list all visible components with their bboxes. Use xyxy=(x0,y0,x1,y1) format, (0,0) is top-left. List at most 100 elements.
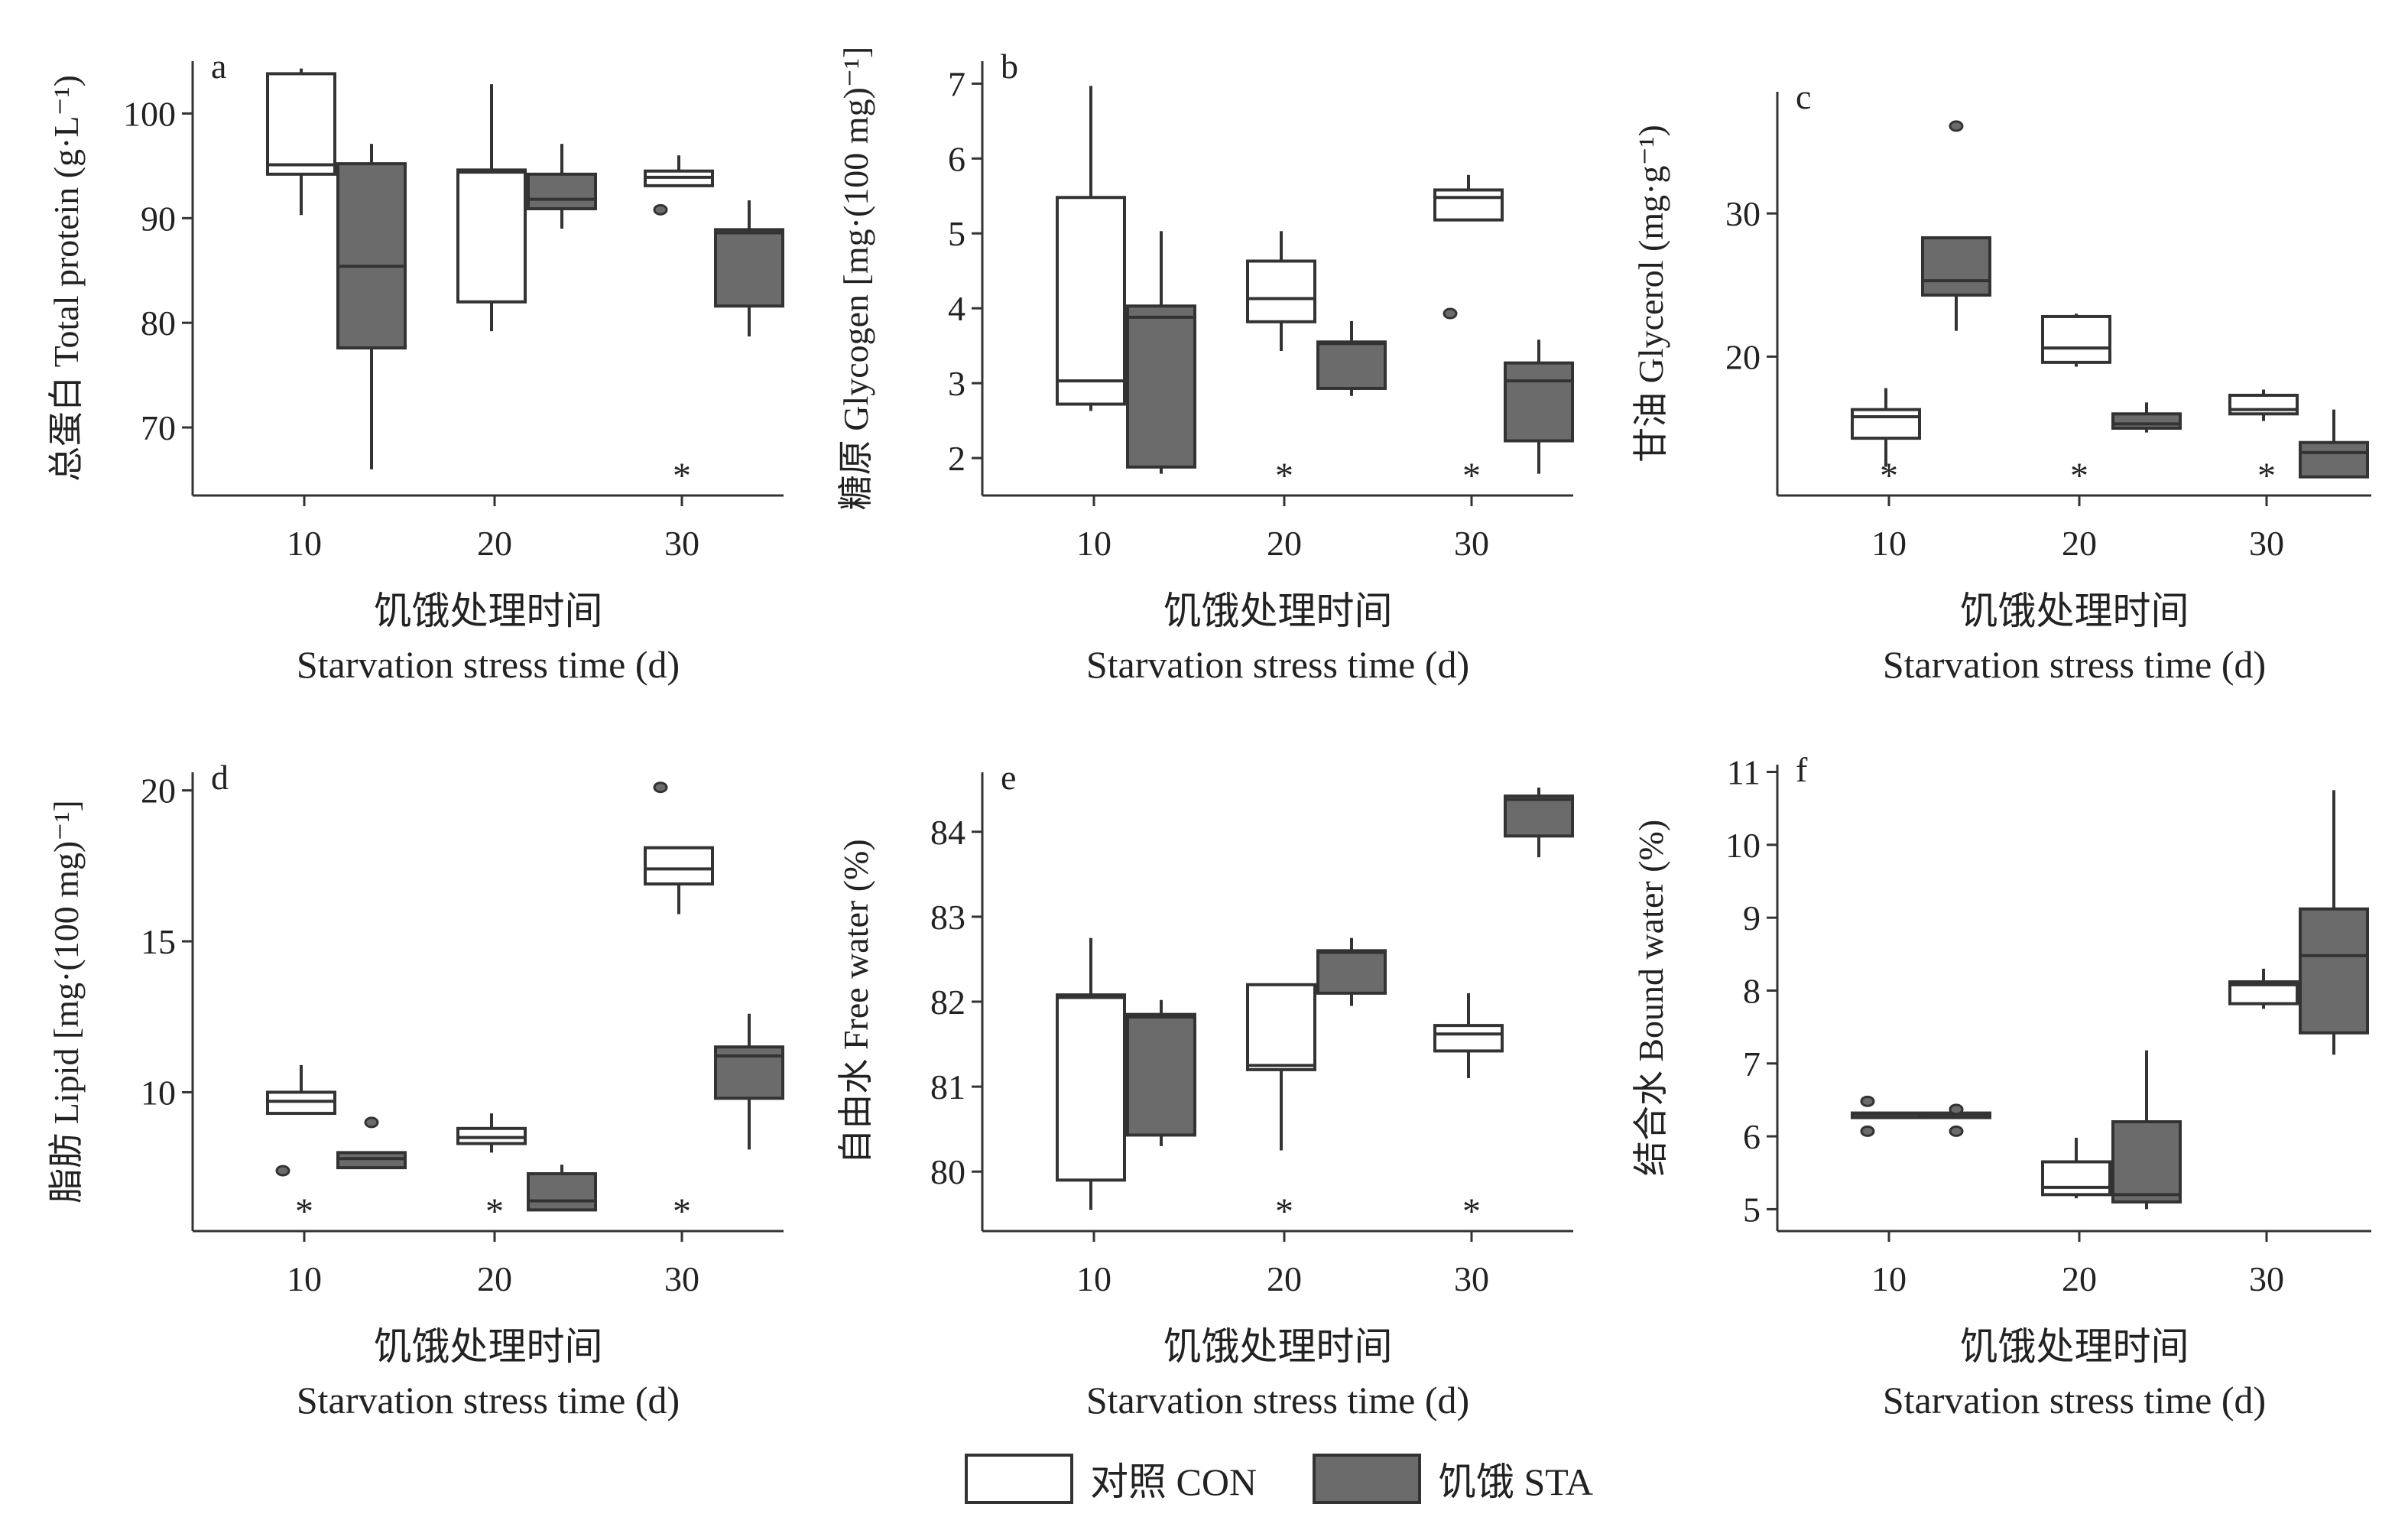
x-tick-label: 10 xyxy=(1076,524,1112,563)
sta-box-20 xyxy=(1316,320,1387,396)
x-tick-label: 30 xyxy=(2249,1259,2284,1298)
y-tick-label: 6 xyxy=(948,139,965,178)
legend: 对照 CON 饥饿 STA xyxy=(965,1448,1622,1509)
legend-label-con: 对照 CON xyxy=(1090,1460,1258,1503)
con-box-10 xyxy=(1056,937,1126,1210)
y-tick-label: 10 xyxy=(141,1073,176,1112)
panel-letter: a xyxy=(211,47,226,86)
outlier-point xyxy=(275,1165,290,1177)
x-axis-label-cn: 饥饿处理时间 xyxy=(374,590,603,632)
panel-letter: d xyxy=(211,758,229,797)
x-tick-label: 30 xyxy=(2249,524,2284,563)
y-tick-label: 7 xyxy=(1743,1045,1761,1084)
significance-marker: * xyxy=(673,1191,691,1232)
sta-box-30 xyxy=(2299,409,2369,479)
sta-box-20 xyxy=(2111,1050,2182,1210)
sta-box-10 xyxy=(336,144,407,469)
y-tick-label: 83 xyxy=(930,898,965,937)
box xyxy=(2299,907,2369,1035)
x-tick-label: 10 xyxy=(287,524,322,563)
y-tick-label: 15 xyxy=(141,922,176,961)
y-tick-label: 3 xyxy=(948,364,965,403)
y-axis-label: 结合水 Bound water (%) xyxy=(1631,820,1670,1176)
y-tick-label: 11 xyxy=(1727,753,1761,792)
box xyxy=(456,168,527,304)
box xyxy=(527,172,597,210)
significance-marker: * xyxy=(1880,456,1898,496)
con-box-10 xyxy=(1851,388,1921,467)
outlier-point xyxy=(1860,1125,1875,1137)
sta-box-30 xyxy=(2299,790,2369,1055)
significance-marker: * xyxy=(485,1191,504,1232)
x-tick-label: 20 xyxy=(1267,524,1302,563)
x-tick-label: 20 xyxy=(477,1259,512,1298)
box xyxy=(1056,196,1126,406)
legend-label-sta: 饥饿 STA xyxy=(1438,1460,1593,1503)
panel-letter: e xyxy=(1001,758,1016,797)
y-tick-label: 9 xyxy=(1743,898,1761,937)
con-box-20 xyxy=(456,1113,527,1153)
x-tick-label: 20 xyxy=(1267,1259,1302,1298)
con-box-30 xyxy=(2228,968,2299,1009)
y-axis-label: 自由水 Free water (%) xyxy=(836,839,875,1164)
sta-box-10 xyxy=(336,1116,407,1170)
x-tick-label: 20 xyxy=(2062,1259,2097,1298)
y-tick-label: 80 xyxy=(141,304,176,343)
outlier-point xyxy=(1949,120,1964,132)
legend-swatch-sta xyxy=(1313,1454,1421,1504)
x-tick-label: 10 xyxy=(287,1259,322,1298)
box xyxy=(1433,188,1504,222)
con-box-20 xyxy=(1246,231,1316,351)
sta-box-20 xyxy=(2111,402,2182,433)
x-tick-label: 20 xyxy=(477,524,512,563)
box xyxy=(1433,1024,1504,1053)
y-tick-label: 5 xyxy=(1743,1190,1761,1229)
sta-box-10 xyxy=(1126,231,1196,474)
significance-marker: * xyxy=(1275,1191,1293,1232)
box xyxy=(2299,440,2369,479)
y-axis-label: 甘油 Glycerol (mg·g⁻¹) xyxy=(1631,125,1670,463)
significance-marker: * xyxy=(1462,456,1481,496)
box xyxy=(1056,993,1126,1182)
outlier-point xyxy=(1949,1103,1964,1116)
x-tick-label: 30 xyxy=(664,1259,699,1298)
y-tick-label: 81 xyxy=(930,1067,965,1106)
con-box-20 xyxy=(1246,983,1316,1151)
con-box-30 xyxy=(644,781,714,915)
x-tick-label: 10 xyxy=(1871,1259,1907,1298)
x-tick-label: 10 xyxy=(1871,524,1907,563)
outlier-point xyxy=(1443,307,1458,320)
outlier-point xyxy=(653,781,668,794)
x-axis-label-en: Starvation stress time (d) xyxy=(1883,643,2266,686)
x-tick-label: 30 xyxy=(1454,524,1489,563)
y-tick-label: 90 xyxy=(141,199,176,238)
y-tick-label: 4 xyxy=(948,289,965,328)
box xyxy=(644,846,714,886)
y-tick-label: 5 xyxy=(948,214,965,253)
x-tick-label: 30 xyxy=(1454,1259,1489,1298)
sta-box-30 xyxy=(1504,340,1574,474)
con-box-10 xyxy=(266,68,336,216)
x-axis-label-en: Starvation stress time (d) xyxy=(1883,1379,2266,1421)
x-axis-label-cn: 饥饿处理时间 xyxy=(1960,1325,2189,1368)
panel-letter: f xyxy=(1796,750,1808,789)
sta-box-20 xyxy=(1316,937,1387,1006)
x-axis-label-cn: 饥饿处理时间 xyxy=(1163,1325,1393,1368)
sta-box-30 xyxy=(714,1013,784,1150)
y-tick-label: 30 xyxy=(1725,194,1761,233)
box xyxy=(1504,361,1574,443)
y-axis-label: 脂肪 Lipid [mg·(100 mg)⁻¹] xyxy=(47,800,86,1203)
box xyxy=(1921,236,1991,297)
box xyxy=(2111,1120,2182,1204)
con-box-10 xyxy=(266,1064,336,1177)
outlier-point xyxy=(364,1116,379,1129)
y-tick-label: 20 xyxy=(1725,337,1761,376)
con-box-30 xyxy=(1433,993,1504,1078)
legend-swatch-con xyxy=(965,1454,1073,1504)
box xyxy=(1246,259,1316,323)
x-tick-label: 20 xyxy=(2062,524,2097,563)
box xyxy=(527,1172,597,1212)
